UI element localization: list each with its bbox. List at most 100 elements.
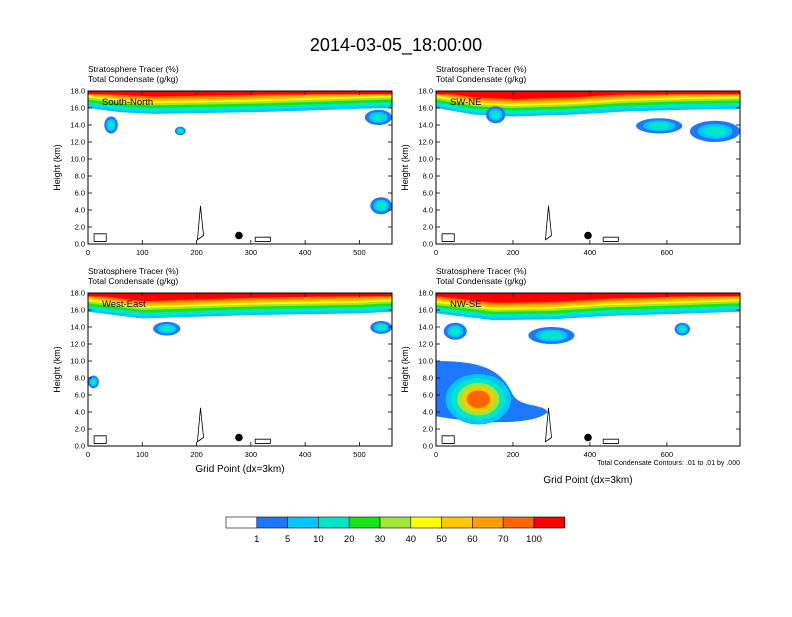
y-tick-label: 0.0 xyxy=(423,442,433,451)
tracer-top-band xyxy=(88,293,392,297)
tracer-patch xyxy=(376,324,387,331)
y-tick-label: 2.0 xyxy=(423,425,433,434)
y-tick-label: 6.0 xyxy=(75,391,85,400)
x-tick-label: 0 xyxy=(434,450,438,459)
y-tick-label: 16.0 xyxy=(70,104,85,113)
tracer-patch xyxy=(372,113,385,121)
x-tick-label: 100 xyxy=(136,248,149,257)
condensate-contour xyxy=(93,233,107,242)
tracer-top-band xyxy=(436,91,740,95)
y-tick-label: 0.0 xyxy=(75,240,85,249)
y-tick-label: 10.0 xyxy=(70,155,85,164)
location-marker xyxy=(584,231,592,240)
y-axis-label: Height (km) xyxy=(400,144,410,191)
x-tick-label: 0 xyxy=(434,248,438,257)
y-tick-label: 14.0 xyxy=(418,323,433,332)
colorbar-box xyxy=(225,516,258,529)
colorbar-label: 1 xyxy=(254,534,259,545)
colorbar-label: 30 xyxy=(375,534,386,545)
tracer-patch xyxy=(491,110,500,119)
y-tick-label: 16.0 xyxy=(418,104,433,113)
location-marker xyxy=(235,433,243,442)
tracer-patch xyxy=(678,326,686,332)
y-tick-label: 2.0 xyxy=(75,223,85,232)
y-tick-label: 18.0 xyxy=(70,87,85,96)
y-axis-label: Height (km) xyxy=(52,346,62,393)
tracer-patch xyxy=(108,121,115,129)
y-tick-label: 0.0 xyxy=(75,442,85,451)
tracer-top-band xyxy=(436,293,740,297)
x-tick-label: 500 xyxy=(353,248,366,257)
y-tick-label: 4.0 xyxy=(75,206,85,215)
location-marker xyxy=(584,433,592,442)
tracer-patch xyxy=(541,331,562,340)
y-axis-label: Height (km) xyxy=(52,144,62,191)
y-tick-label: 6.0 xyxy=(75,189,85,198)
x-tick-label: 600 xyxy=(661,248,674,257)
tracer-patch xyxy=(703,126,727,137)
colorbar-box xyxy=(472,516,504,529)
x-tick-label: 600 xyxy=(661,450,674,459)
panel-label: South-North xyxy=(102,97,153,108)
x-tick-label: 400 xyxy=(584,248,597,257)
panel-title-line1: Stratosphere Tracer (%) xyxy=(88,64,179,74)
y-tick-label: 8.0 xyxy=(75,374,85,383)
y-tick-label: 16.0 xyxy=(418,306,433,315)
colorbar-label: 50 xyxy=(436,534,447,545)
panel-title-line1: Stratosphere Tracer (%) xyxy=(436,64,527,74)
plot-area xyxy=(88,91,392,242)
panel-label: SW-NE xyxy=(450,97,482,108)
colorbar-label: 20 xyxy=(344,534,355,545)
y-tick-label: 4.0 xyxy=(423,206,433,215)
tracer-intrusion xyxy=(466,390,490,409)
y-tick-label: 18.0 xyxy=(418,87,433,96)
colorbar-label: 100 xyxy=(526,534,542,545)
tracer-patch xyxy=(90,378,96,385)
y-tick-label: 18.0 xyxy=(418,289,433,298)
condensate-contour xyxy=(602,236,619,242)
x-tick-label: 200 xyxy=(507,248,520,257)
colorbar-box xyxy=(533,516,566,529)
x-tick-label: 200 xyxy=(190,248,203,257)
colorbar-box xyxy=(256,516,288,529)
panel-label: NW-SE xyxy=(450,299,482,310)
y-tick-label: 10.0 xyxy=(70,357,85,366)
colorbar-box xyxy=(348,516,381,529)
x-tick-label: 200 xyxy=(190,450,203,459)
condensate-contour xyxy=(602,438,619,444)
plot-frame xyxy=(87,90,393,245)
plot-area xyxy=(88,293,392,444)
panel-1: 0.0 2.0 4.0 6.0 8.0 10.0 12.0 14.0 16.0 18.0 0 100 2… xyxy=(52,64,393,257)
plot-area xyxy=(436,293,740,444)
x-tick-label: 0 xyxy=(86,450,90,459)
x-tick-label: 400 xyxy=(299,248,312,257)
y-tick-label: 12.0 xyxy=(70,340,85,349)
panel-title-line2: Total Condensate (g/kg) xyxy=(88,74,178,84)
condensate-contour xyxy=(544,205,552,241)
colorbar-label: 40 xyxy=(406,534,417,545)
y-tick-label: 6.0 xyxy=(423,391,433,400)
contour-note: Total Condensate Contours: .01 to .01 by… xyxy=(597,460,740,467)
condensate-contour xyxy=(196,205,204,241)
y-tick-label: 12.0 xyxy=(418,138,433,147)
y-tick-label: 18.0 xyxy=(70,289,85,298)
condensate-contour xyxy=(93,435,107,444)
y-tick-label: 2.0 xyxy=(423,223,433,232)
tracer-patch xyxy=(160,325,173,332)
plot-frame xyxy=(87,292,393,447)
y-tick-label: 10.0 xyxy=(418,357,433,366)
colorbar-label: 60 xyxy=(467,534,478,545)
condensate-contour xyxy=(544,407,552,443)
colorbar-box xyxy=(441,516,473,529)
colorbar-label: 5 xyxy=(285,534,290,545)
y-tick-label: 6.0 xyxy=(423,189,433,198)
y-tick-label: 10.0 xyxy=(418,155,433,164)
y-tick-label: 8.0 xyxy=(75,172,85,181)
tracer-patch xyxy=(177,129,183,133)
x-tick-label: 500 xyxy=(353,450,366,459)
x-tick-label: 300 xyxy=(245,248,258,257)
panel-title-line1: Stratosphere Tracer (%) xyxy=(436,266,527,276)
condensate-contour xyxy=(441,435,455,444)
